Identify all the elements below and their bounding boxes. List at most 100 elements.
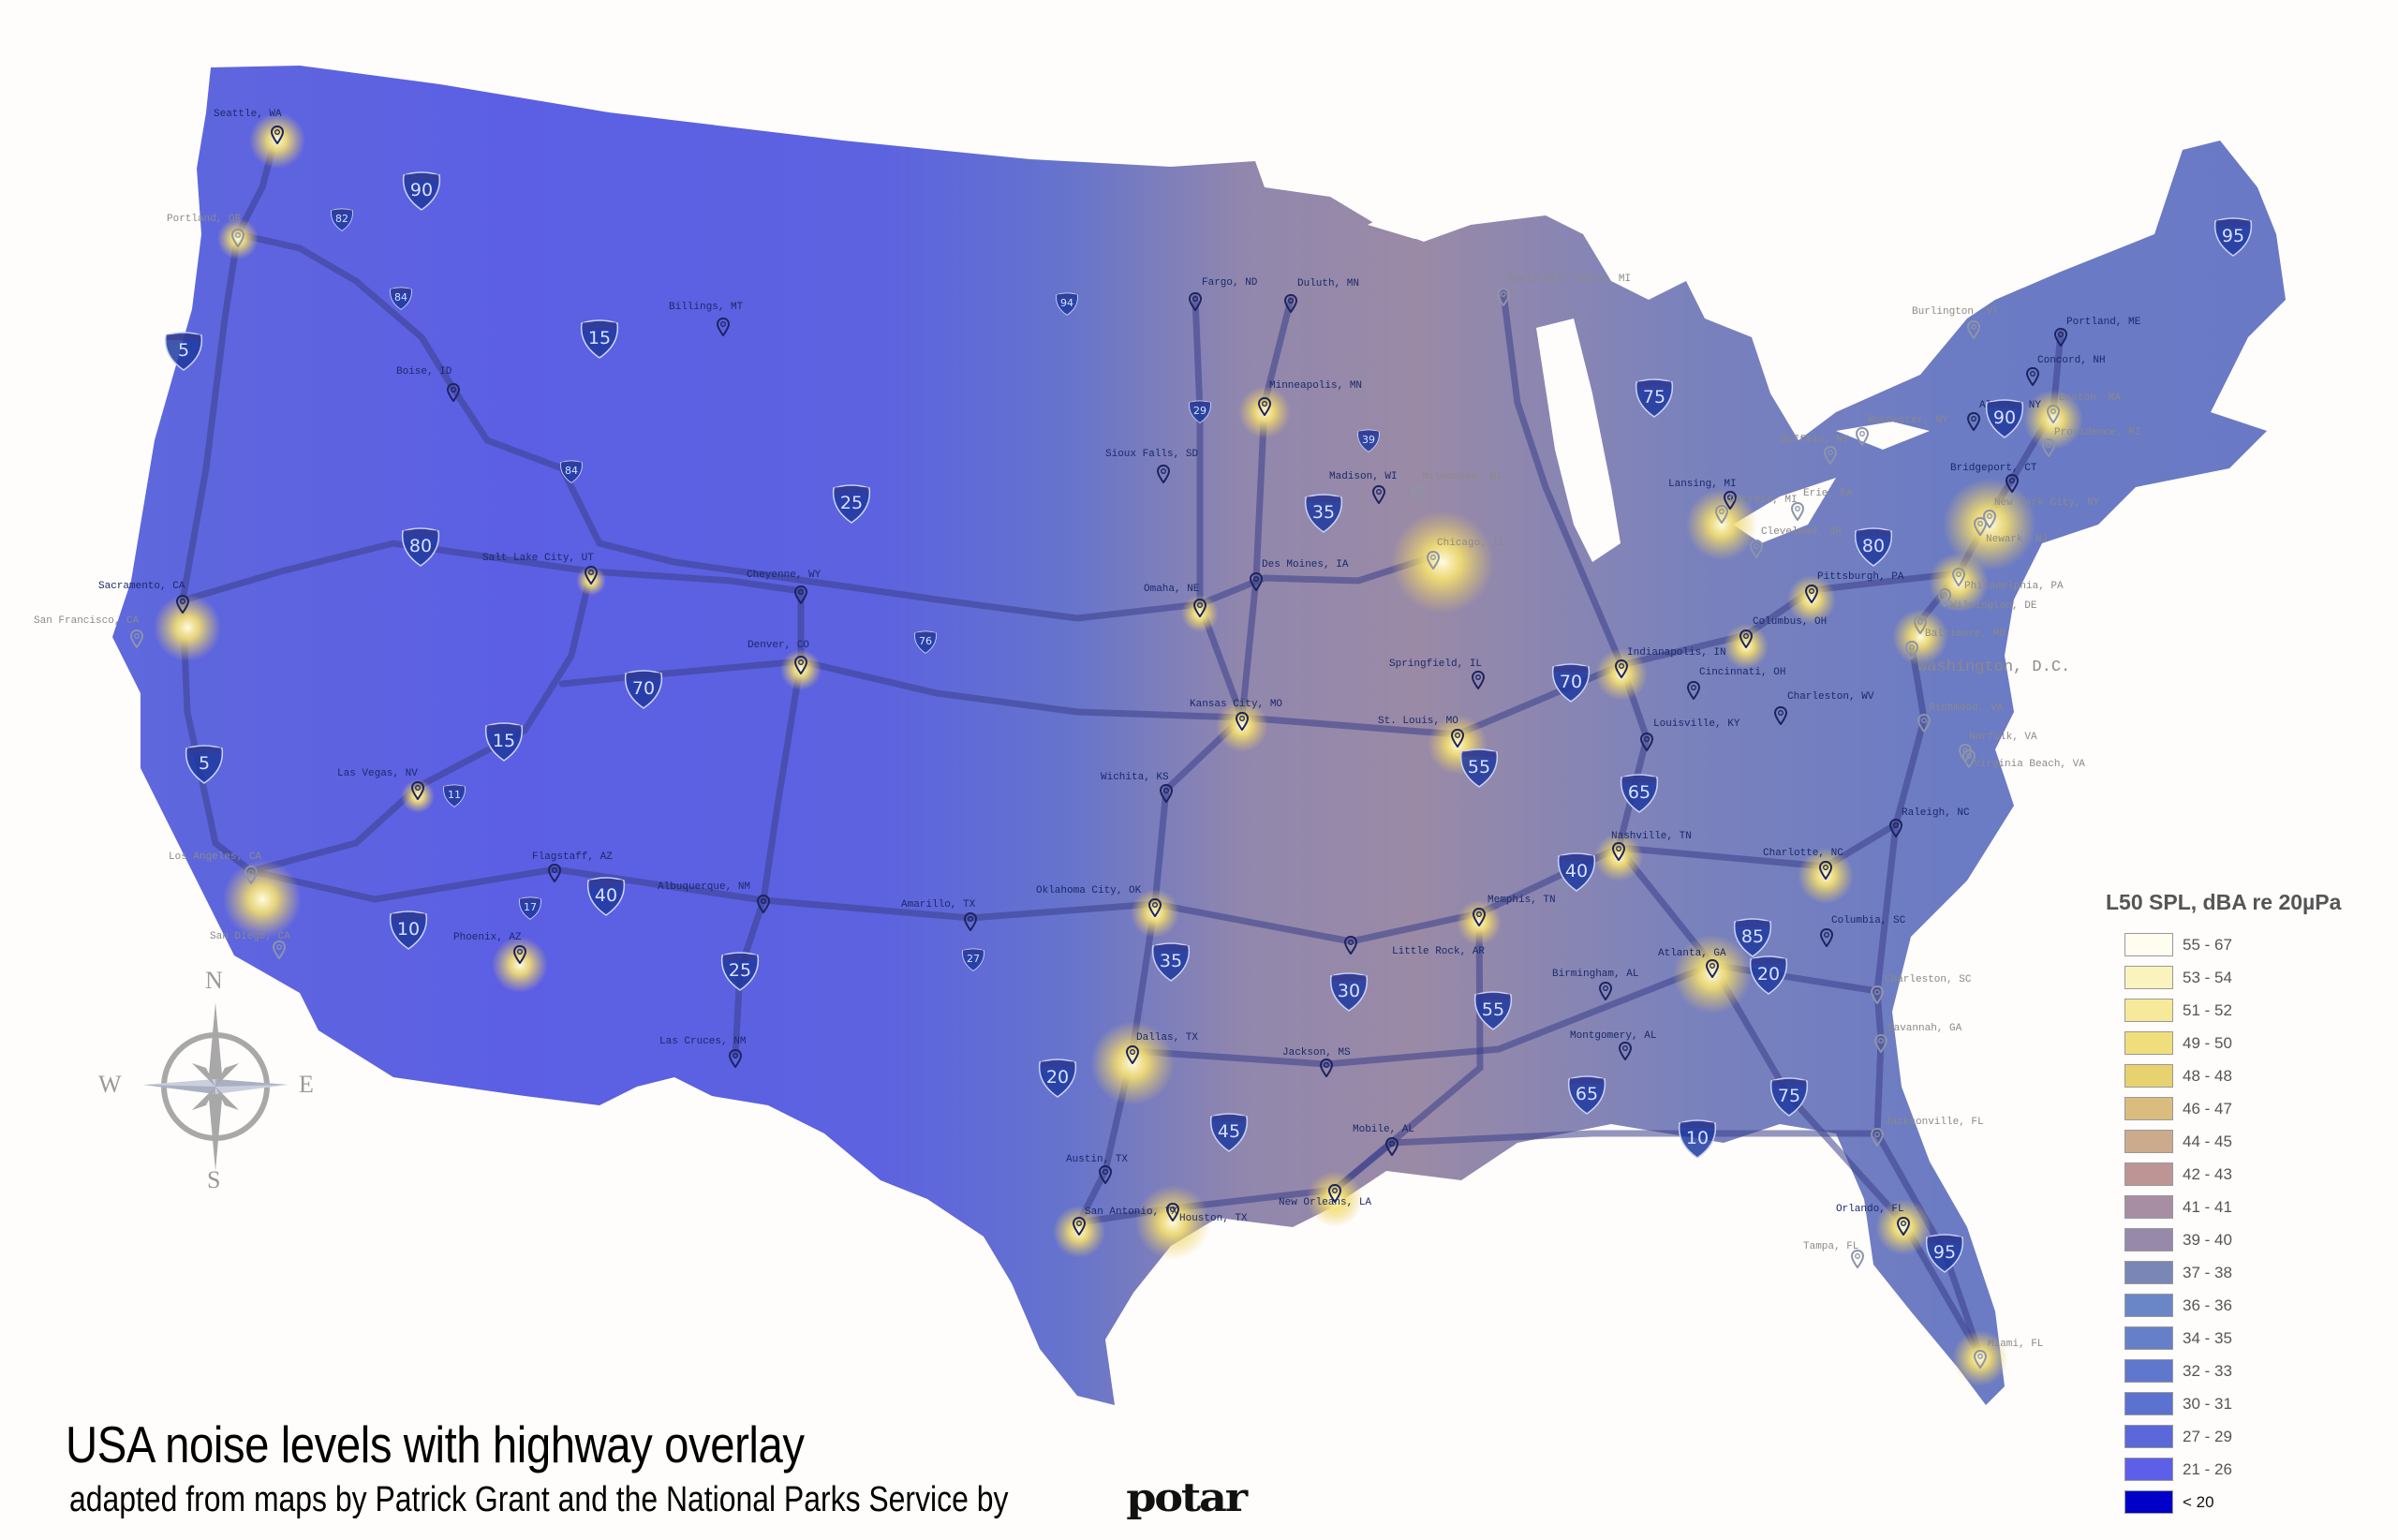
city-label: Flagstaff, AZ	[532, 851, 613, 863]
legend-swatch	[2124, 1228, 2173, 1251]
legend-item: 51 - 52	[2124, 994, 2341, 1027]
map-pin-icon	[1966, 319, 1981, 340]
map-pin-icon	[1472, 907, 1487, 927]
interstate-shield-icon: 45	[1208, 1111, 1250, 1152]
legend-items: 55 - 67 53 - 54 51 - 52 49 - 50 48 - 48 46 - …	[2098, 928, 2341, 1518]
interstate-shield-icon: 65	[1566, 1074, 1607, 1115]
city-label: Wichita, KS	[1101, 772, 1169, 783]
interstate-number: 65	[1575, 1084, 1599, 1104]
legend-item: 39 - 40	[2124, 1223, 2341, 1256]
city-label: Las Cruces, NM	[659, 1036, 747, 1047]
city-label: Jackson, MS	[1282, 1047, 1351, 1059]
interstate-number: 85	[1740, 926, 1765, 947]
interstate-number: 94	[1060, 297, 1073, 309]
compass-rose-icon	[143, 1002, 288, 1171]
map-pin-icon	[1098, 1164, 1113, 1185]
interstate-number: 84	[394, 291, 407, 304]
city-label: Charlotte, NC	[1763, 848, 1843, 859]
map-pin-icon	[547, 863, 562, 883]
map-pin-icon	[1982, 509, 1997, 529]
legend-label: 37 - 38	[2183, 1263, 2232, 1281]
legend-swatch	[2124, 1064, 2173, 1088]
city-label: Amarillo, TX	[901, 899, 976, 911]
city-label: Oklahoma City, OK	[1036, 885, 1142, 896]
interstate-shield-icon: 27	[961, 947, 985, 971]
map-pin-icon	[1917, 713, 1932, 733]
map-pin-icon	[1951, 567, 1966, 587]
map-pin-icon	[1371, 484, 1386, 505]
legend-swatch	[2124, 1359, 2173, 1383]
city-label: Burlington, VT	[1912, 306, 1999, 318]
map-pin-icon	[1773, 705, 1788, 726]
interstate-shield-icon: 84	[389, 286, 413, 310]
legend-item: 36 - 36	[2124, 1289, 2341, 1322]
interstate-number: 84	[565, 465, 578, 477]
map-pin-icon	[1888, 818, 1903, 838]
city-label: Louisville, KY	[1653, 718, 1740, 730]
city-label: Billings, MT	[669, 302, 744, 313]
city-label: Sioux Falls, SD	[1105, 449, 1199, 460]
city-label: Pittsburgh, PA	[1817, 571, 1904, 583]
compass-west: W	[98, 1071, 122, 1098]
legend-label: 44 - 45	[2183, 1132, 2232, 1150]
map-pin-icon	[1804, 584, 1819, 604]
city-label: Detroit, MI	[1729, 495, 1798, 506]
map-pin-icon	[1165, 1202, 1180, 1222]
map-pin-icon	[1961, 748, 1976, 769]
map-pin-icon	[1705, 958, 1720, 979]
map-pin-icon	[1904, 640, 1919, 660]
interstate-shield-icon: 25	[831, 482, 872, 524]
interstate-shield-icon: 25	[719, 950, 761, 991]
legend-label: 41 - 41	[2183, 1197, 2232, 1216]
legend-item: 55 - 67	[2124, 928, 2341, 961]
map-pin-icon	[1966, 411, 1981, 432]
city-label: Mobile, AL	[1353, 1124, 1415, 1135]
map-pin-icon	[1426, 550, 1441, 570]
interstate-number: 70	[1559, 672, 1583, 692]
map-pin-icon	[1283, 293, 1298, 314]
interstate-number: 55	[1467, 757, 1491, 777]
map-pin-icon	[1471, 670, 1486, 690]
interstate-number: 35	[1311, 502, 1336, 523]
legend-label: 30 - 31	[2183, 1394, 2232, 1413]
map-pin-icon	[446, 382, 461, 403]
map-pin-icon	[1823, 445, 1838, 466]
city-label: Charleston, WV	[1787, 691, 1874, 703]
map-pin-icon	[1327, 1183, 1342, 1204]
interstate-number: 29	[1193, 405, 1206, 417]
city-label: Chicago, IL	[1437, 538, 1505, 549]
legend-swatch	[2124, 1294, 2173, 1317]
interstate-shield-icon: 65	[1619, 772, 1660, 813]
interstate-shield-icon: 20	[1037, 1057, 1078, 1098]
map-pin-icon	[1973, 516, 1988, 537]
legend-label: 53 - 54	[2183, 968, 2232, 986]
map-pin-icon	[2041, 437, 2056, 458]
city-label: Buffalo, NY	[1781, 435, 1849, 446]
interstate-number: 70	[631, 678, 656, 699]
interstate-number: 80	[408, 536, 433, 556]
city-label: Washington, D.C.	[1917, 659, 2071, 676]
legend-item: 34 - 35	[2124, 1322, 2341, 1355]
lake-michigan	[1536, 318, 1621, 562]
map-pin-icon	[1639, 732, 1654, 752]
city-label: Miami, FL	[1988, 1339, 2044, 1350]
legend-label: 46 - 47	[2183, 1099, 2232, 1118]
city-label: Boise, ID	[396, 366, 452, 378]
map-pin-icon	[1818, 860, 1833, 881]
map-title: USA noise levels with highway overlay	[66, 1415, 805, 1473]
city-label: Springfield, IL	[1389, 659, 1483, 670]
interstate-number: 35	[1159, 951, 1183, 971]
city-label: Jacksonville, FL	[1885, 1117, 1984, 1128]
interstate-shield-icon: 80	[1853, 526, 1894, 567]
legend-item: 48 - 48	[2124, 1059, 2341, 1092]
city-label: Madison, WI	[1329, 471, 1398, 482]
city-label: Columbia, SC	[1831, 915, 1906, 926]
legend-item: < 20	[2124, 1486, 2341, 1518]
interstate-number: 20	[1045, 1067, 1070, 1088]
map-pin-icon	[230, 228, 245, 248]
interstate-shield-icon: 11	[442, 783, 466, 807]
map-pin-icon	[129, 629, 144, 649]
legend: L50 SPL, dBA re 20µPa 55 - 67 53 - 54 51 -…	[2098, 890, 2341, 1518]
map-pin-icon	[1896, 1216, 1911, 1236]
legend-item: 42 - 43	[2124, 1158, 2341, 1191]
